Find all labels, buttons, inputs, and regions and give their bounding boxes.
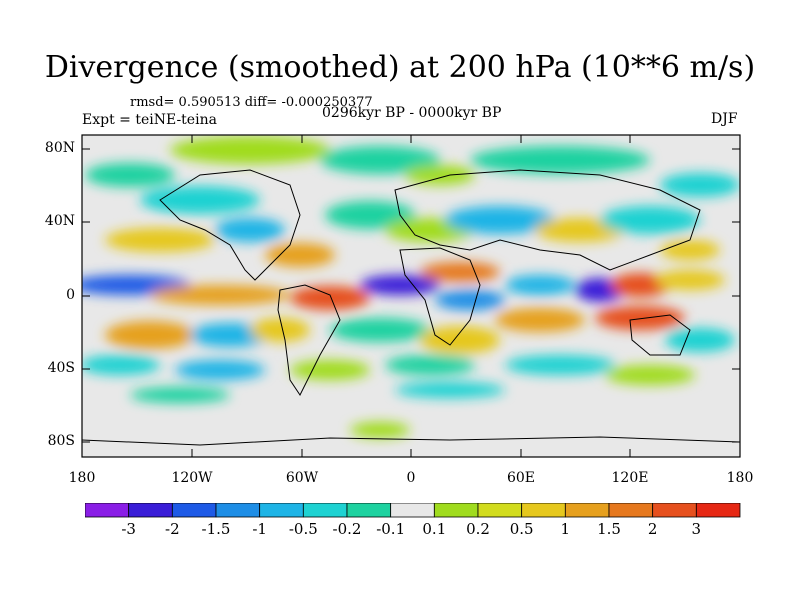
season-label: DJF: [711, 111, 738, 127]
colorbar-label: -0.1: [376, 520, 406, 538]
experiment-label: Expt = teiNE-teina: [82, 112, 217, 128]
colorbar-cell: [521, 503, 566, 518]
lat-label-80s: 80S: [47, 433, 75, 449]
colorbar-label: -0.2: [332, 520, 362, 538]
colorbar-label: 0.5: [509, 520, 534, 538]
map-title: Divergence (smoothed) at 200 hPa (10**6 …: [44, 50, 756, 85]
rmsd-diff-stats: rmsd= 0.590513 diff= -0.000250377: [130, 95, 373, 110]
colorbar-label: -0.5: [288, 520, 318, 538]
colorbar-cell: [302, 503, 348, 518]
axis-ticks: [81, 135, 741, 457]
colorbar-label: -3: [121, 520, 136, 538]
coastlines: [82, 169, 740, 446]
field-layer: [82, 135, 740, 457]
lat-label-40n: 40N: [44, 213, 75, 229]
lon-label-180e: 180: [726, 470, 754, 486]
colorbar-label: -2: [165, 520, 180, 538]
lon-label-120w: 120W: [171, 470, 213, 486]
colorbar-label: 2: [647, 520, 658, 538]
colorbar: [85, 503, 741, 518]
colorbar-label: -1.5: [201, 520, 231, 538]
colorbar-cell: [477, 503, 523, 518]
colorbar-label: 0.2: [466, 520, 490, 538]
colorbar-cell: [390, 503, 435, 518]
lon-label-0: 0: [406, 470, 416, 486]
colorbar-cell: [652, 503, 697, 518]
colorbar-cell: [433, 503, 479, 518]
lat-label-eq: 0: [66, 287, 75, 303]
colorbar-label: 1.5: [597, 520, 621, 538]
lon-label-180w: 180: [68, 470, 96, 486]
colorbar-cell: [171, 503, 217, 518]
colorbar-cell: [215, 503, 261, 518]
lat-label-40s: 40S: [47, 360, 75, 376]
lat-label-80n: 80N: [44, 140, 75, 156]
colorbar-cell: [259, 503, 304, 518]
lon-label-120e: 120E: [611, 470, 649, 486]
colorbar-cell: [85, 503, 130, 518]
lon-label-60e: 60E: [506, 470, 536, 486]
colorbar-label: 3: [691, 520, 702, 538]
colorbar-label: 1: [560, 520, 571, 538]
colorbar-label: 0.1: [422, 520, 447, 538]
period-label: 0296kyr BP - 0000kyr BP: [322, 105, 502, 121]
colorbar-cell: [695, 503, 741, 518]
colorbar-cell: [608, 503, 654, 518]
colorbar-cell: [128, 503, 173, 518]
colorbar-cell: [564, 503, 610, 518]
colorbar-label: -1: [252, 520, 267, 538]
colorbar-cell: [346, 503, 392, 518]
lon-label-60w: 60W: [285, 470, 319, 486]
